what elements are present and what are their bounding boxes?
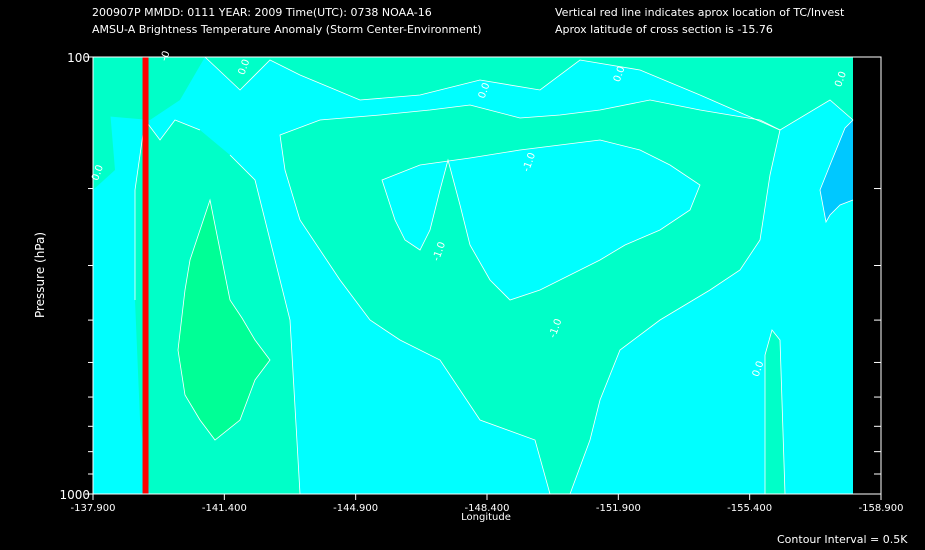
contour-label: -0: [159, 50, 173, 63]
contour-pos05: [177, 198, 271, 441]
contour-label: 0.0: [237, 58, 253, 77]
contour-interval: Contour Interval = 0.5K: [777, 533, 908, 546]
header-note-2: Aprox latitude of cross section is -15.7…: [555, 23, 773, 36]
region-zero-right: [765, 330, 785, 494]
contour-zero-main: [279, 99, 781, 495]
y-tick-label: 1000: [59, 488, 90, 502]
region-zero-top: [93, 57, 853, 130]
region-zero-left: [93, 110, 115, 190]
plot-right-blank: [853, 57, 881, 494]
contour-zero-top: [204, 56, 854, 131]
x-tick-label: -144.900: [333, 503, 378, 514]
x-tick-label: -148.400: [465, 503, 510, 514]
header-line-1: 200907P MMDD: 0111 YEAR: 2009 Time(UTC):…: [92, 6, 432, 19]
contour-lines: [134, 56, 854, 495]
x-axis-label: Longitude: [461, 512, 511, 523]
x-tick-label: -158.900: [859, 503, 904, 514]
contour-label: 0.0: [477, 81, 493, 100]
region-pos05: [178, 200, 270, 440]
contour-zero-right: [764, 329, 786, 495]
y-tick-label: 100: [67, 51, 90, 65]
header-note-1: Vertical red line indicates aprox locati…: [555, 6, 845, 19]
region-neg1: [382, 140, 700, 300]
contour-neg1: [381, 139, 701, 301]
x-tick-label: -141.400: [202, 503, 247, 514]
contour-neg15: [819, 119, 854, 224]
y-axis-label: Pressure (hPa): [33, 232, 47, 318]
contour-label: 0.0: [751, 360, 767, 379]
contour-zero-strip-right: [229, 154, 301, 495]
x-tick-label: -151.900: [596, 503, 641, 514]
axes: -137.900 -141.400 -144.900 -148.400 -151.900…: [59, 51, 903, 514]
contour-label: 0.0: [90, 164, 106, 183]
x-tick-label: -137.900: [71, 503, 116, 514]
contour-zero-strip-left: [134, 118, 201, 300]
header-line-2: AMSU-A Brightness Temperature Anomaly (S…: [92, 23, 482, 36]
region-neg15: [820, 120, 853, 222]
contour-label: 0.0: [833, 70, 849, 89]
x-tick-label: -155.400: [727, 503, 772, 514]
contour-label: 0.0: [612, 65, 628, 84]
